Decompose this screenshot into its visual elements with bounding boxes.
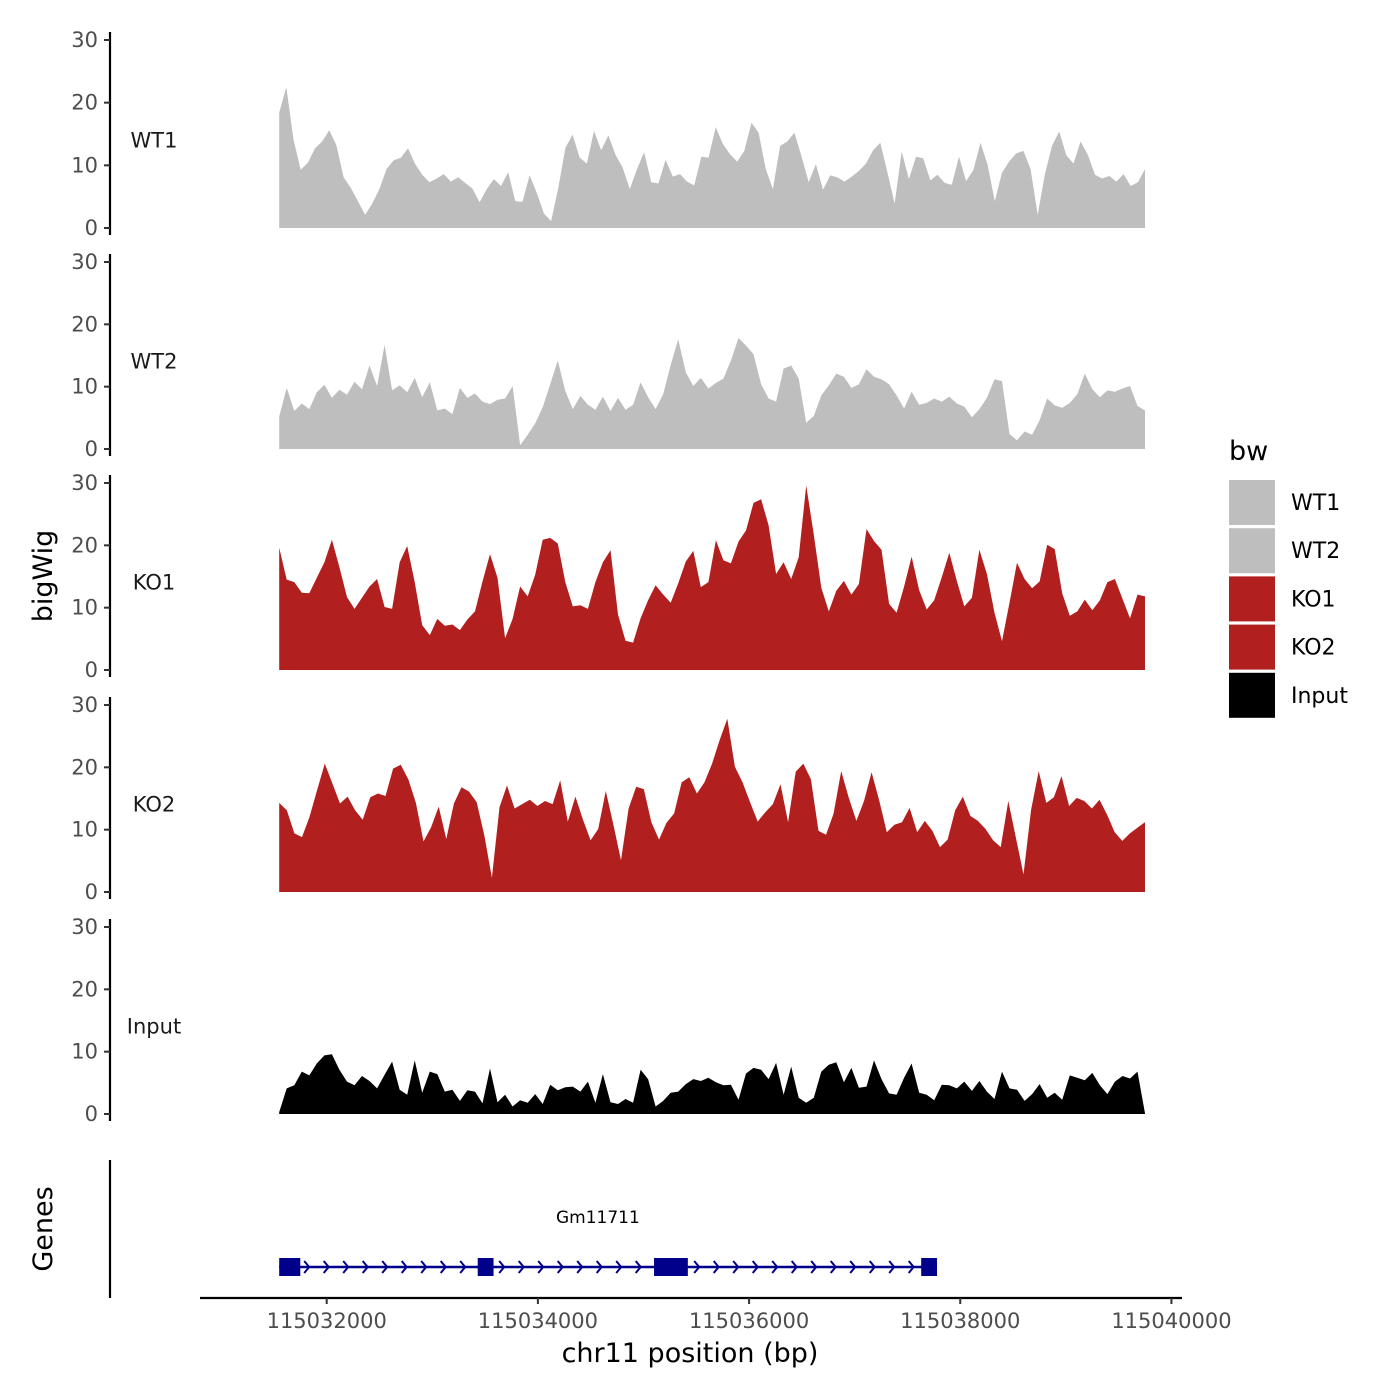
strand-arrow-icon	[342, 1260, 350, 1274]
exon	[921, 1258, 938, 1276]
strand-arrow-icon	[381, 1260, 389, 1274]
strand-arrow-icon	[303, 1260, 311, 1274]
legend-item-wt2: WT2	[1229, 528, 1340, 574]
y-tick-label: 30	[71, 471, 98, 495]
strand-arrow-icon	[615, 1260, 623, 1274]
y-tick-label: 30	[71, 693, 98, 717]
x-axis-title: chr11 position (bp)	[562, 1338, 819, 1369]
strand-arrow-icon	[361, 1260, 369, 1274]
bigwig-tracks: 0 10 20 30 WT1 0 10 20 30 WT2 0 10 20 30 KO1 0 10 20 30 KO2…	[71, 28, 1145, 1126]
track-ko2: 0 10 20 30 KO2	[71, 693, 1145, 904]
legend-item-wt1: WT1	[1229, 480, 1340, 525]
track-label: WT2	[131, 350, 178, 374]
track-label: KO2	[133, 793, 176, 817]
strand-arrow-icon	[517, 1260, 525, 1274]
signal-area-wt2	[279, 338, 1145, 449]
genes-axis-title: Genes	[28, 1186, 59, 1271]
legend-label: KO2	[1291, 636, 1336, 661]
track-label: WT1	[131, 128, 178, 152]
strand-arrow-icon	[829, 1260, 837, 1274]
y-tick-label: 10	[71, 596, 98, 620]
track-label: KO1	[133, 571, 176, 595]
y-tick-label: 20	[71, 91, 98, 115]
y-tick-label: 20	[71, 755, 98, 779]
strand-arrow-icon	[556, 1260, 564, 1274]
legend-title: bw	[1229, 436, 1268, 467]
strand-arrow-icon	[732, 1260, 740, 1274]
exon	[477, 1258, 494, 1276]
legend-label: Input	[1291, 684, 1348, 709]
track-wt2: 0 10 20 30 WT2	[71, 250, 1145, 461]
signal-area-ko2	[279, 718, 1145, 892]
legend: bw WT1 WT2 KO1 KO2 Input	[1229, 436, 1348, 718]
strand-arrow-icon	[868, 1260, 876, 1274]
legend-swatch	[1229, 528, 1275, 574]
gene-panel: Gm11711	[108, 1160, 938, 1298]
track-input: 0 10 20 30 Input	[71, 915, 1145, 1126]
strand-arrow-icon	[634, 1260, 642, 1274]
y-tick-label: 30	[71, 250, 98, 274]
legend-swatch	[1229, 672, 1275, 718]
y-tick-label: 20	[71, 533, 98, 557]
track-ko1: 0 10 20 30 KO1	[71, 471, 1145, 682]
y-tick-label: 30	[71, 915, 98, 939]
y-tick-label: 0	[85, 658, 98, 682]
strand-arrow-icon	[790, 1260, 798, 1274]
y-tick-label: 30	[71, 28, 98, 52]
strand-arrow-icon	[712, 1260, 720, 1274]
y-tick-label: 0	[85, 880, 98, 904]
strand-arrow-icon	[693, 1260, 701, 1274]
strand-arrow-icon	[810, 1260, 818, 1274]
gene-label: Gm11711	[556, 1208, 640, 1228]
signal-area-wt1	[279, 87, 1145, 228]
x-tick-label: 115040000	[1111, 1309, 1231, 1333]
y-tick-label: 10	[71, 153, 98, 177]
track-wt1: 0 10 20 30 WT1	[71, 28, 1145, 240]
strand-arrow-icon	[400, 1260, 408, 1274]
strand-arrow-icon	[439, 1260, 447, 1274]
gene-gm11711: Gm11711	[279, 1208, 938, 1276]
strand-arrow-icon	[849, 1260, 857, 1274]
legend-label: WT2	[1291, 539, 1340, 564]
signal-area-ko1	[279, 485, 1145, 670]
legend-item-ko2: KO2	[1229, 624, 1336, 670]
y-tick-label: 0	[85, 1102, 98, 1126]
exon	[279, 1258, 301, 1276]
strand-arrow-icon	[576, 1260, 584, 1274]
legend-swatch	[1229, 576, 1275, 622]
strand-arrow-icon	[322, 1260, 330, 1274]
x-tick-label: 115032000	[267, 1309, 387, 1333]
track-label: Input	[127, 1015, 181, 1039]
signal-area-input	[279, 1054, 1145, 1114]
strand-arrow-icon	[595, 1260, 603, 1274]
x-tick-label: 115034000	[478, 1309, 598, 1333]
y-tick-label: 10	[71, 818, 98, 842]
strand-arrow-icon	[459, 1260, 467, 1274]
strand-arrow-icon	[751, 1260, 759, 1274]
y-tick-label: 10	[71, 375, 98, 399]
y-tick-label: 0	[85, 216, 98, 240]
y-tick-label: 0	[85, 437, 98, 461]
legend-label: KO1	[1291, 587, 1336, 612]
strand-arrow-icon	[537, 1260, 545, 1274]
y-tick-label: 20	[71, 977, 98, 1001]
y-tick-label: 10	[71, 1040, 98, 1064]
strand-arrow-icon	[498, 1260, 506, 1274]
strand-arrow-icon	[907, 1260, 915, 1274]
strand-arrow-icon	[771, 1260, 779, 1274]
exon	[654, 1258, 688, 1276]
legend-swatch	[1229, 480, 1275, 525]
legend-swatch	[1229, 624, 1275, 670]
x-tick-label: 115038000	[900, 1309, 1020, 1333]
legend-item-input: Input	[1229, 672, 1348, 718]
x-axis: 115032000 115034000 115036000 115038000 1150…	[200, 1296, 1232, 1333]
legend-item-ko1: KO1	[1229, 576, 1336, 622]
x-tick-label: 115036000	[689, 1309, 809, 1333]
strand-arrow-icon	[420, 1260, 428, 1274]
legend-label: WT1	[1291, 491, 1340, 516]
y-tick-label: 20	[71, 312, 98, 336]
strand-arrow-icon	[888, 1260, 896, 1274]
y-axis-title: bigWig	[28, 530, 59, 623]
